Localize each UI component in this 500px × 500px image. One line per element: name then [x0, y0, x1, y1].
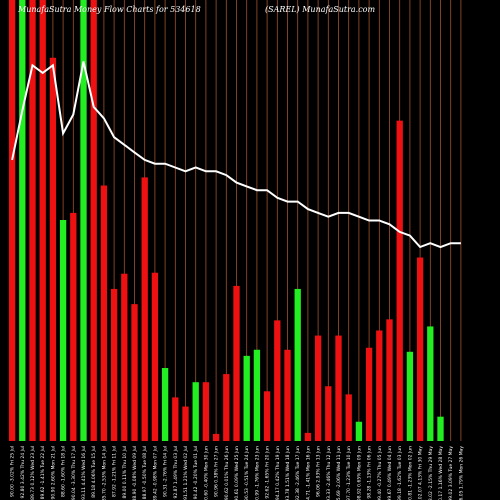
volume-bar — [49, 57, 57, 442]
x-tick-label: 94.71 -1.41% Mon 16 Jun — [305, 446, 311, 500]
volume-bar — [223, 374, 230, 441]
chart-subtitle: (SAREL) MunafaSutra.com — [265, 5, 375, 14]
x-tick-label: 90.90 2.60% Mon 21 Jul — [50, 446, 56, 500]
volume-bar — [39, 0, 46, 441]
x-tick-label: 88.60 -1.60% Fri 18 Jul — [61, 446, 67, 497]
x-tick-label: 96.06 2.93% Fri 13 Jun — [316, 446, 322, 497]
x-tick-label: 94.17 0.42% Thu 19 Jun — [275, 446, 281, 500]
x-tick-label: 97.70 -1.23% Tue 10 Jun — [346, 446, 352, 500]
volume-bars — [8, 0, 444, 442]
x-tick-label: 93.11 4.41% Wed 16 Jul — [81, 446, 87, 500]
volume-bar — [121, 273, 128, 441]
volume-bar — [172, 397, 179, 441]
x-tick-label: 92.62 -1.65% Fri 20 Jun — [265, 446, 271, 499]
x-tick-label: 99.02 3.09% Tue 27 May — [448, 446, 454, 500]
volume-bar — [29, 0, 36, 441]
volume-bar — [274, 320, 281, 441]
volume-bar — [294, 288, 301, 441]
x-tick-label: 100.17 1.16% Wed 28 May — [438, 446, 444, 500]
volume-bar — [437, 416, 444, 441]
x-tick-label: 85.70 -2.53% Mon 14 Jul — [101, 446, 107, 500]
volume-bar — [416, 257, 424, 441]
x-tick-label: 90.00 -3.02% Fri 25 Jul — [10, 446, 16, 497]
x-tick-label: 93.78 1.51% Wed 18 Jun — [285, 446, 291, 500]
volume-bar — [202, 382, 210, 441]
volume-bar — [304, 432, 312, 441]
volume-bar — [335, 335, 342, 441]
volume-bar — [192, 382, 199, 441]
x-tick-label: 90.99 -1.76% Mon 23 Jun — [254, 446, 260, 500]
x-tick-label: 99.40 -0.27% Thu 05 Jun — [377, 446, 383, 500]
volume-bar — [110, 288, 118, 441]
volume-bar — [355, 421, 363, 441]
x-tick-label: 90.42 -0.20% Tue 01 Jul — [193, 446, 199, 499]
x-tick-label: 92.87 1.49% Thu 03 Jul — [173, 446, 179, 499]
x-tick-label: 96.05 1.79% Mon 26 May — [458, 446, 464, 500]
volume-bar — [325, 386, 332, 441]
x-tick-label: 89.73 0.12% Wed 23 Jul — [30, 446, 36, 500]
volume-bar — [80, 0, 87, 441]
volume-bar — [212, 433, 220, 441]
x-tick-label: 100.81 -1.23% Mon 02 Jun — [407, 446, 413, 500]
volume-bar — [90, 0, 97, 441]
volume-bar — [233, 285, 240, 441]
x-tick-label: 90.96 0.38% Fri 27 Jun — [214, 446, 220, 497]
chart-title: MunafaSutra Money Flow Charts for 534618 — [17, 5, 201, 14]
x-tick-label: 88.97 -0.50% Tue 08 Jul — [142, 446, 148, 499]
x-tick-label: 88.90 -0.08% Wed 09 Jul — [132, 446, 138, 500]
x-tick-label: 90.61 0.09% Wed 25 Jun — [234, 446, 240, 500]
volume-bar — [314, 335, 322, 441]
x-tick-label: 90.04 -3.30% Thu 17 Jul — [71, 446, 77, 500]
x-tick-label: 90.62 0.01% Thu 26 Jun — [224, 446, 230, 500]
volume-bar — [365, 347, 373, 441]
x-tick-label: 89.00 0.11% Thu 10 Jul — [122, 446, 128, 499]
volume-bar — [161, 368, 169, 441]
volume-bar — [59, 219, 67, 441]
x-tick-label: 89.42 -0.98% Mon 07 Jul — [152, 446, 158, 500]
volume-bar — [253, 349, 261, 441]
volume-bar — [284, 349, 291, 441]
volume-bar — [70, 212, 77, 441]
volume-bar — [396, 120, 403, 441]
volume-bar — [376, 330, 383, 441]
volume-bar — [131, 304, 138, 441]
x-tick-label: 98.02 -2.15% Thu 29 May — [428, 446, 434, 500]
volume-bar — [141, 177, 148, 441]
x-tick-label: 90.60 -0.40% Mon 30 Jun — [203, 446, 209, 500]
volume-bar — [151, 272, 159, 441]
x-tick-label: 91.51 1.21% Wed 02 Jul — [183, 446, 189, 500]
volume-bar — [100, 185, 108, 441]
x-tick-label: 87.92 -1.21% Fri 11 Jul — [112, 446, 118, 497]
x-tick-label: 98.92 0.65% Mon 09 Jun — [356, 446, 362, 500]
volume-bar — [263, 391, 271, 441]
volume-bar — [345, 394, 352, 441]
x-tick-label: 89.18 4.06% Tue 15 Jul — [91, 446, 97, 498]
x-tick-labels: 90.00 -3.02% Fri 25 Jul 92.80 3.42% Thu 2… — [10, 446, 465, 500]
x-tick-label: 92.38 -2.46% Tue 17 Jun — [295, 446, 301, 500]
volume-bar — [386, 319, 393, 441]
x-tick-label: 99.18 -1.62% Tue 03 Jun — [397, 446, 403, 500]
x-tick-label: 92.80 3.42% Thu 24 Jul — [20, 446, 26, 499]
price-line — [11, 61, 461, 249]
x-tick-label: 90.31 -2.76% Fri 04 Jul — [163, 446, 169, 497]
x-tick-label: 99.67 0.49% Wed 04 Jun — [387, 446, 393, 500]
x-tick-label: 95.69 -2.06% Wed 11 Jun — [336, 446, 342, 500]
x-tick-label: 93.33 -2.46% Thu 12 Jun — [326, 446, 332, 500]
x-tick-label: 89.62 -1.41% Tue 22 Jul — [40, 446, 46, 499]
price-line-path — [11, 61, 461, 249]
volume-bar — [19, 0, 26, 441]
volume-bar — [427, 326, 434, 441]
volume-bar — [243, 355, 250, 441]
x-tick-label: 102.07 4.13% Fri 30 May — [418, 446, 424, 500]
volume-bar — [406, 351, 414, 441]
x-tick-label: 90.53 -0.51% Tue 24 Jun — [244, 446, 250, 500]
x-tick-label: 98.28 -1.13% Fri 06 Jun — [367, 446, 373, 499]
volume-bar — [8, 0, 16, 441]
volume-bar — [182, 406, 189, 441]
